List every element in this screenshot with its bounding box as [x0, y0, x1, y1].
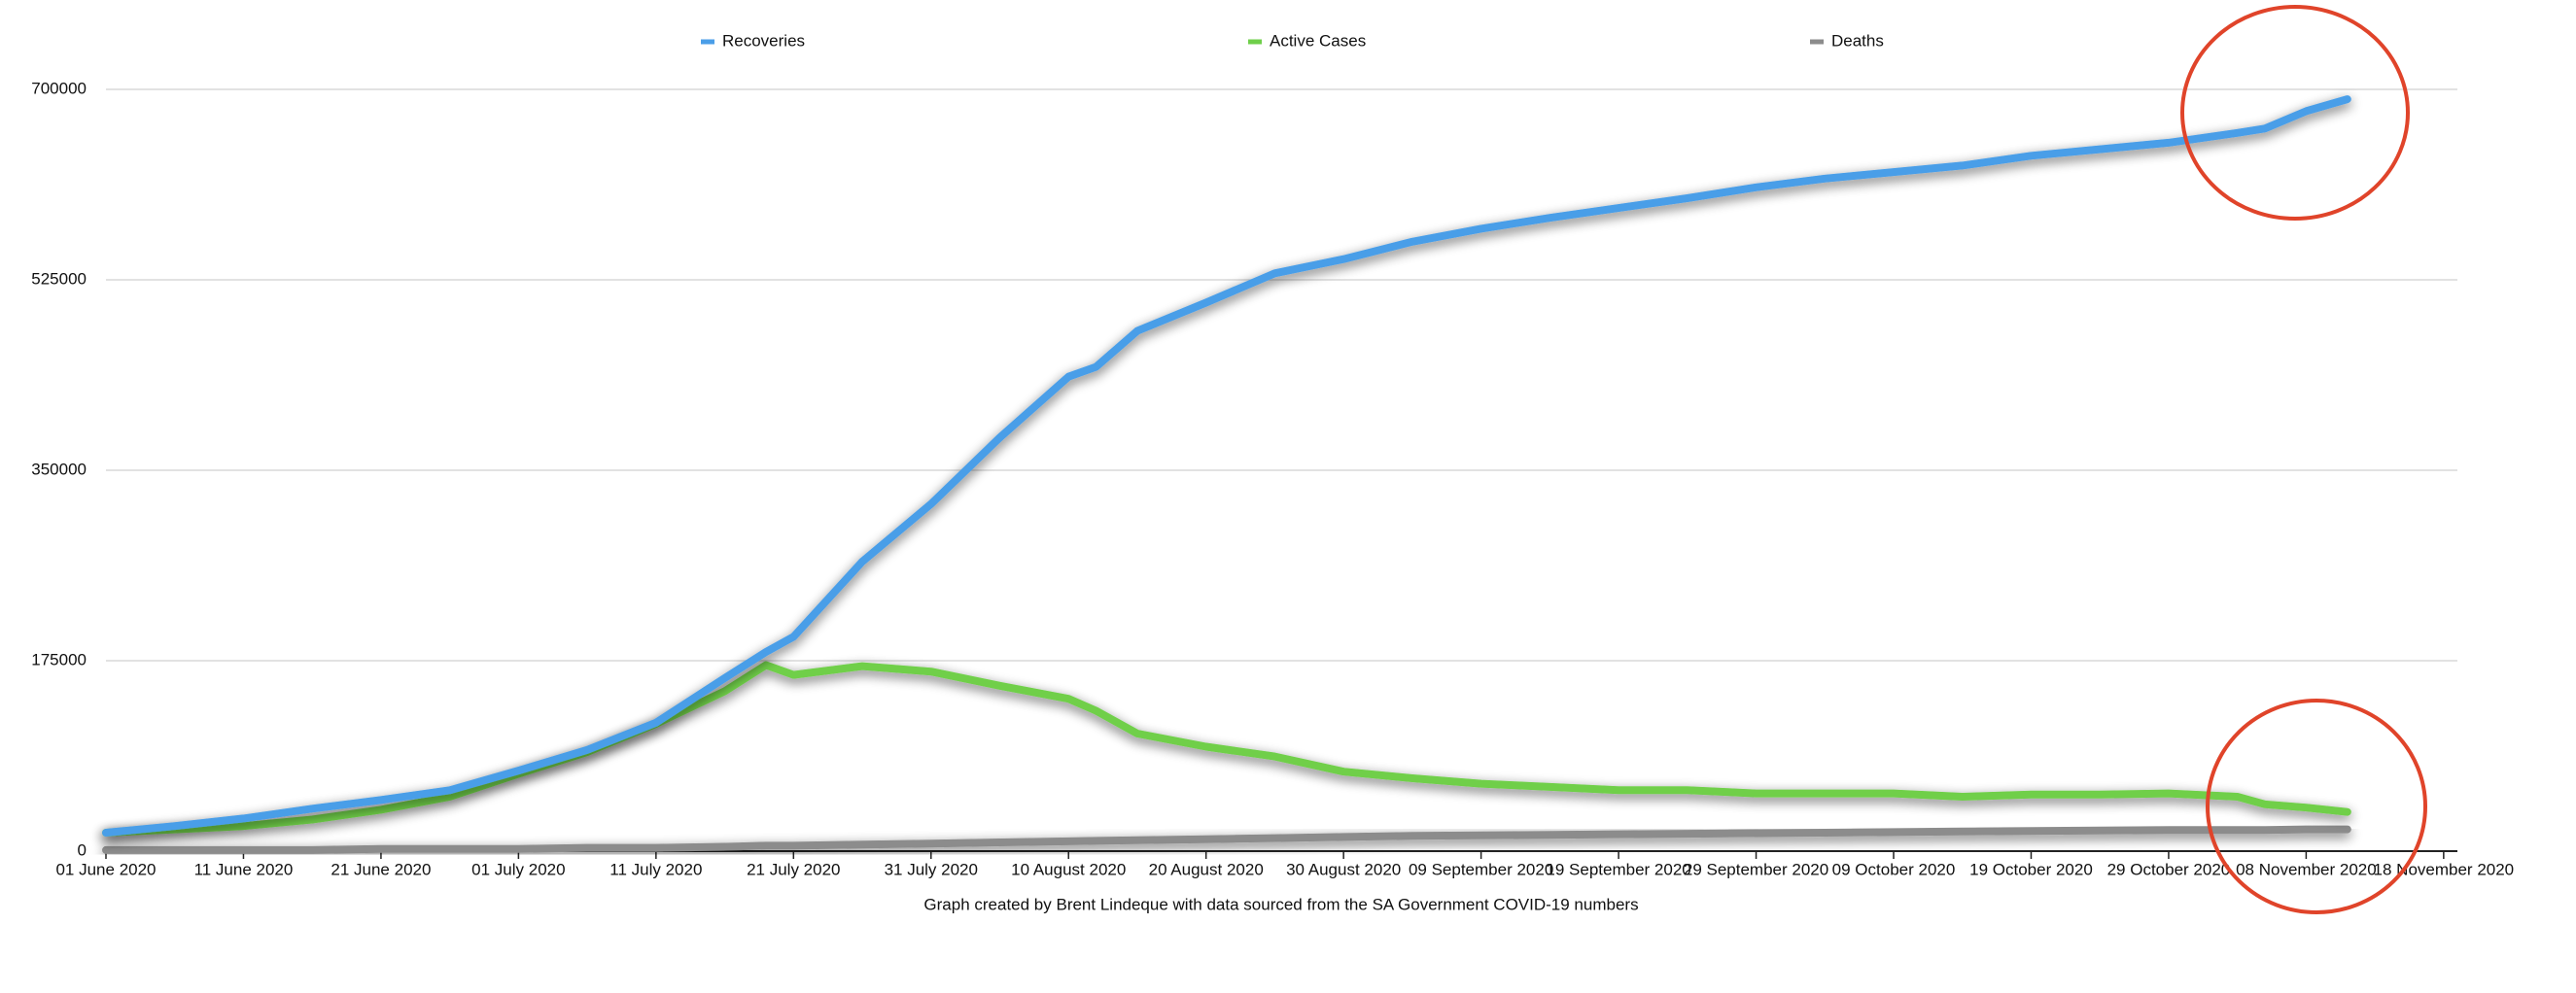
series-line [102, 661, 2351, 837]
x-tick-label: 10 August 2020 [1011, 860, 1126, 878]
y-tick-label: 175000 [31, 650, 87, 668]
legend-label: Active Cases [1270, 31, 1366, 50]
x-tick-label: 08 November 2020 [2236, 860, 2377, 878]
y-tick-label: 525000 [31, 269, 87, 288]
footnote: Graph created by Brent Lindeque with dat… [923, 895, 1638, 913]
x-tick-label: 09 October 2020 [1832, 860, 1956, 878]
x-tick-label: 19 September 2020 [1546, 860, 1690, 878]
y-tick-label: 700000 [31, 79, 87, 97]
highlight-circle [2206, 699, 2427, 914]
legend-label: Recoveries [722, 31, 805, 50]
x-tick-label: 21 July 2020 [747, 860, 840, 878]
legend-label: Deaths [1831, 31, 1884, 50]
x-tick-label: 19 October 2020 [1969, 860, 2093, 878]
x-tick-label: 29 September 2020 [1684, 860, 1828, 878]
x-tick-label: 11 June 2020 [194, 860, 294, 878]
x-tick-label: 18 November 2020 [2374, 860, 2515, 878]
x-tick-label: 21 June 2020 [331, 860, 431, 878]
series-line [102, 95, 2351, 837]
x-tick-label: 11 July 2020 [609, 860, 702, 878]
x-tick-label: 09 September 2020 [1409, 860, 1553, 878]
x-tick-label: 30 August 2020 [1286, 860, 1401, 878]
labels: 0 175000 350000 525000 700000 01 June 2020 11 … [31, 31, 2514, 878]
x-tick-label: 31 July 2020 [885, 860, 978, 878]
lines [102, 95, 2351, 854]
grid [105, 88, 2457, 859]
series-line [102, 825, 2351, 854]
x-tick-label: 01 July 2020 [471, 860, 565, 878]
y-tick-label: 350000 [31, 460, 87, 478]
x-tick-label: 29 October 2020 [2107, 860, 2231, 878]
y-tick-label: 0 [78, 840, 87, 859]
x-tick-label: 20 August 2020 [1149, 860, 1264, 878]
highlight-circle [2180, 5, 2410, 221]
x-tick-label: 01 June 2020 [55, 860, 156, 878]
